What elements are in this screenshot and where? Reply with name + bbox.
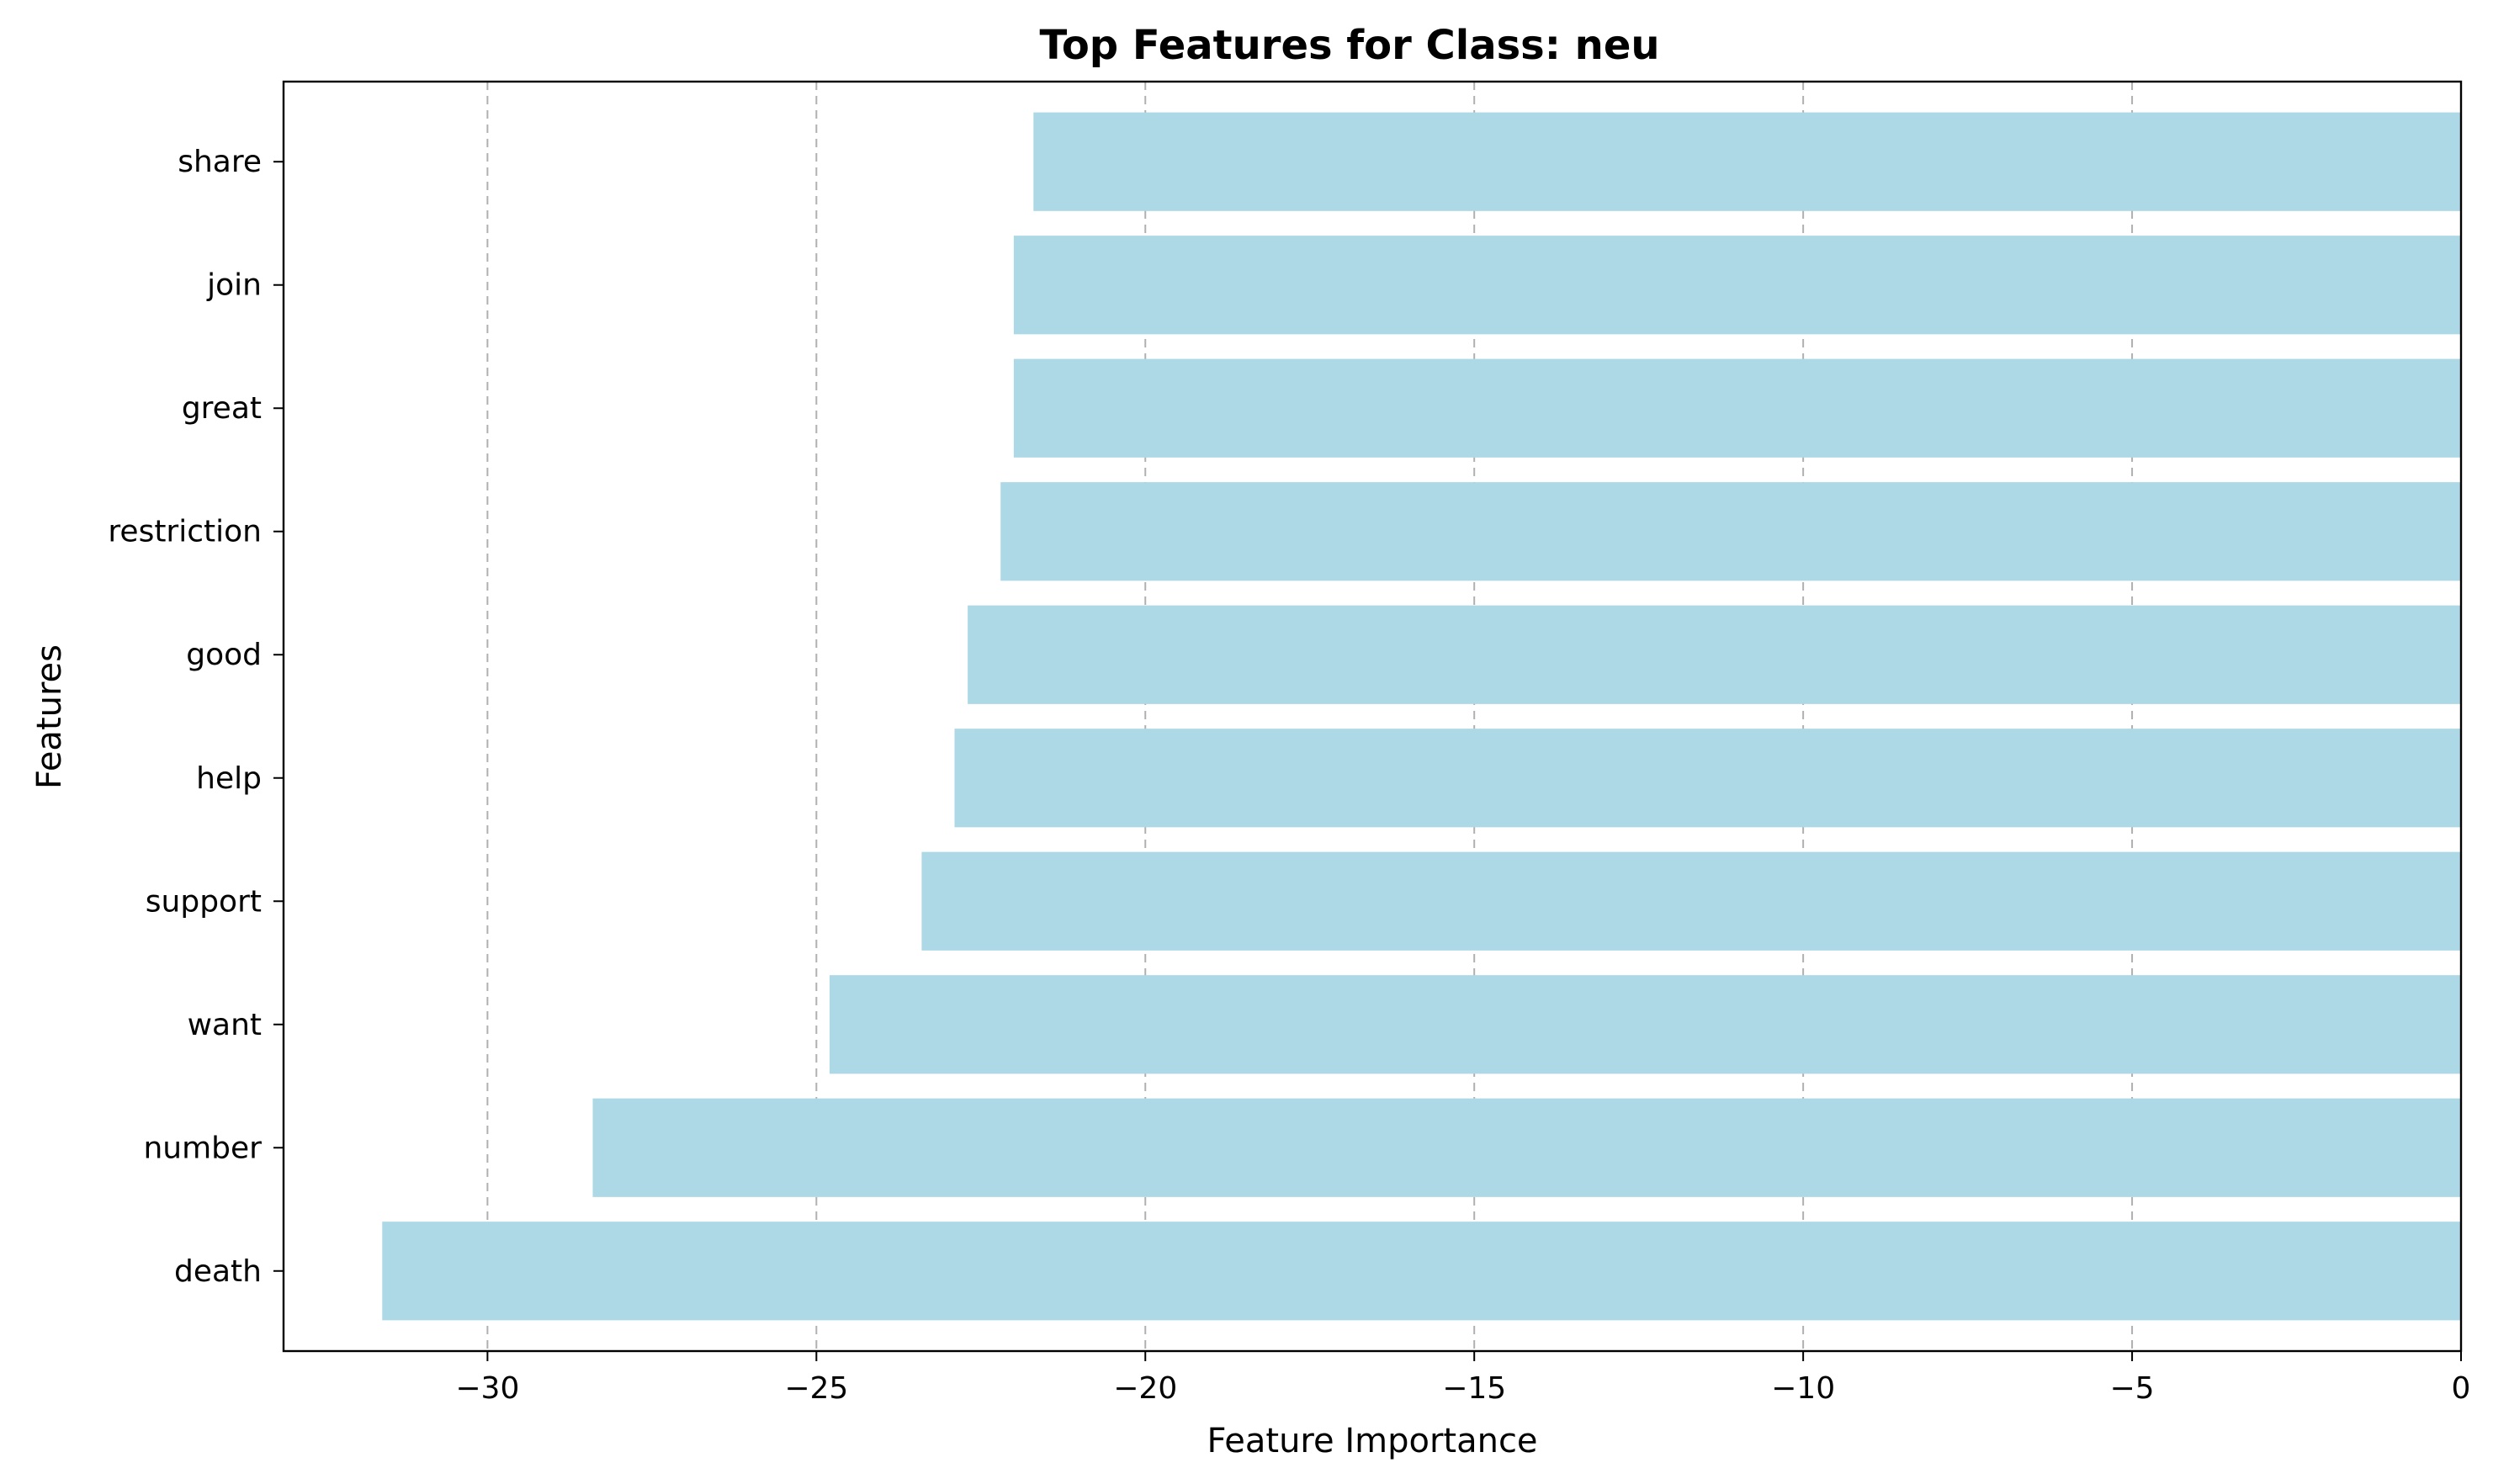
bar-restriction <box>1000 482 2461 581</box>
x-tick-label: 0 <box>2452 1371 2471 1406</box>
x-tick-label: −15 <box>1442 1371 1506 1406</box>
y-tick-label-help: help <box>196 761 262 796</box>
bars <box>382 112 2461 1321</box>
y-tick-label-good: good <box>186 638 262 672</box>
bar-death <box>382 1222 2461 1321</box>
bar-share <box>1033 112 2461 211</box>
plot-frame <box>282 80 2463 1353</box>
bar-join <box>1013 236 2461 335</box>
y-tick-label-death: death <box>174 1254 262 1289</box>
y-tick-label-share: share <box>178 145 262 179</box>
y-tick-label-restriction: restriction <box>108 515 262 549</box>
y-tick-label-number: number <box>143 1131 262 1165</box>
y-axis-label: Features <box>30 644 69 789</box>
bar-number <box>592 1098 2461 1197</box>
x-tick-label: −30 <box>455 1371 519 1406</box>
chart-title: Top Features for Class: neu <box>1039 22 1659 69</box>
y-axis-ticks: death number want support help good restrictio… <box>108 145 284 1289</box>
y-tick-label-support: support <box>146 884 262 919</box>
x-axis-label: Feature Importance <box>1207 1422 1537 1460</box>
x-tick-label: −25 <box>784 1371 848 1406</box>
x-tick-label: −20 <box>1113 1371 1177 1406</box>
x-tick-label: −5 <box>2110 1371 2155 1406</box>
bar-help <box>954 729 2461 828</box>
x-axis-ticks: −30 −25 −20 −15 −10 −5 0 <box>455 1351 2470 1406</box>
x-tick-label: −10 <box>1771 1371 1835 1406</box>
y-tick-label-great: great <box>182 391 262 426</box>
bar-good <box>968 605 2461 704</box>
bar-support <box>921 851 2461 951</box>
bar-want <box>829 975 2461 1074</box>
y-tick-label-join: join <box>206 268 262 303</box>
bar-great <box>1013 358 2461 458</box>
y-tick-label-want: want <box>188 1008 262 1042</box>
